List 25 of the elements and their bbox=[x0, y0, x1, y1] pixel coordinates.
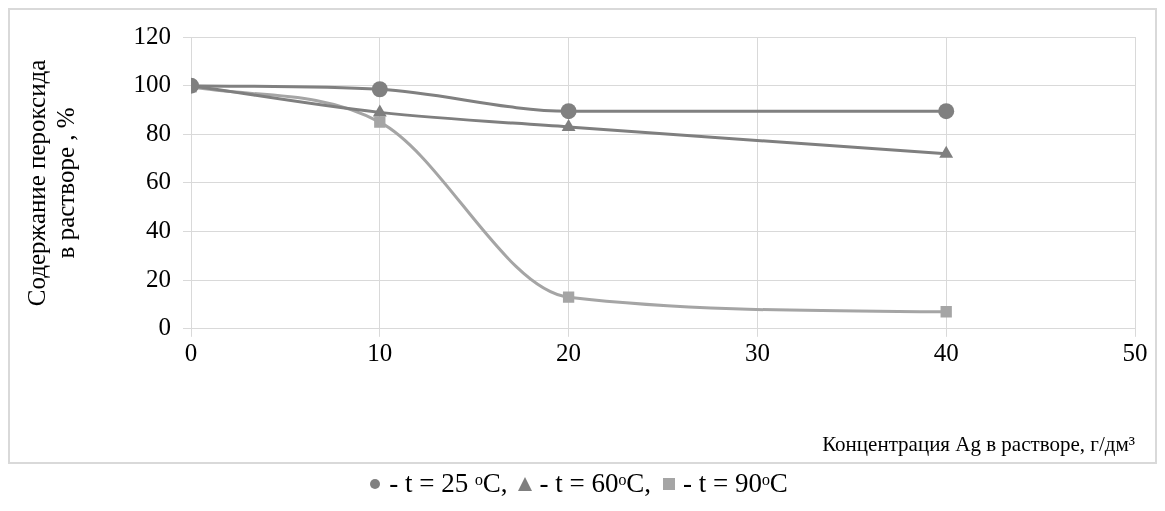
y-tick-label: 60 bbox=[146, 167, 171, 195]
point bbox=[938, 103, 955, 120]
y-tick-label: 80 bbox=[146, 118, 171, 146]
point bbox=[374, 116, 386, 128]
point bbox=[371, 81, 388, 98]
x-tick-label: 10 bbox=[367, 339, 393, 367]
y-axis-title: Содержание пероксида в растворе , % bbox=[22, 59, 79, 307]
legend-label: - t = 25 ᵒC, bbox=[389, 468, 508, 499]
x-tick-label: 20 bbox=[556, 339, 582, 367]
y-tick-label: 40 bbox=[146, 216, 171, 244]
point bbox=[562, 291, 575, 303]
legend-label: - t = 90ᵒC bbox=[683, 468, 788, 499]
point bbox=[940, 306, 952, 318]
y-tick-label: 0 bbox=[158, 313, 171, 341]
y-tick-label: 100 bbox=[133, 70, 171, 98]
x-tick-label: 0 bbox=[184, 339, 198, 367]
legend-label: - t = 60ᵒC, bbox=[539, 468, 651, 499]
x-tick-label: 30 bbox=[744, 339, 770, 367]
y-tick-label: 20 bbox=[146, 264, 171, 292]
x-tick-label: 40 bbox=[933, 339, 959, 367]
point bbox=[372, 104, 387, 117]
x-axis-title: Концентрация Ag в растворе, г/дм³ bbox=[822, 431, 1135, 456]
point bbox=[560, 103, 577, 120]
x-tick-label: 50 bbox=[1122, 339, 1148, 367]
y-tick-label: 120 bbox=[133, 21, 171, 49]
